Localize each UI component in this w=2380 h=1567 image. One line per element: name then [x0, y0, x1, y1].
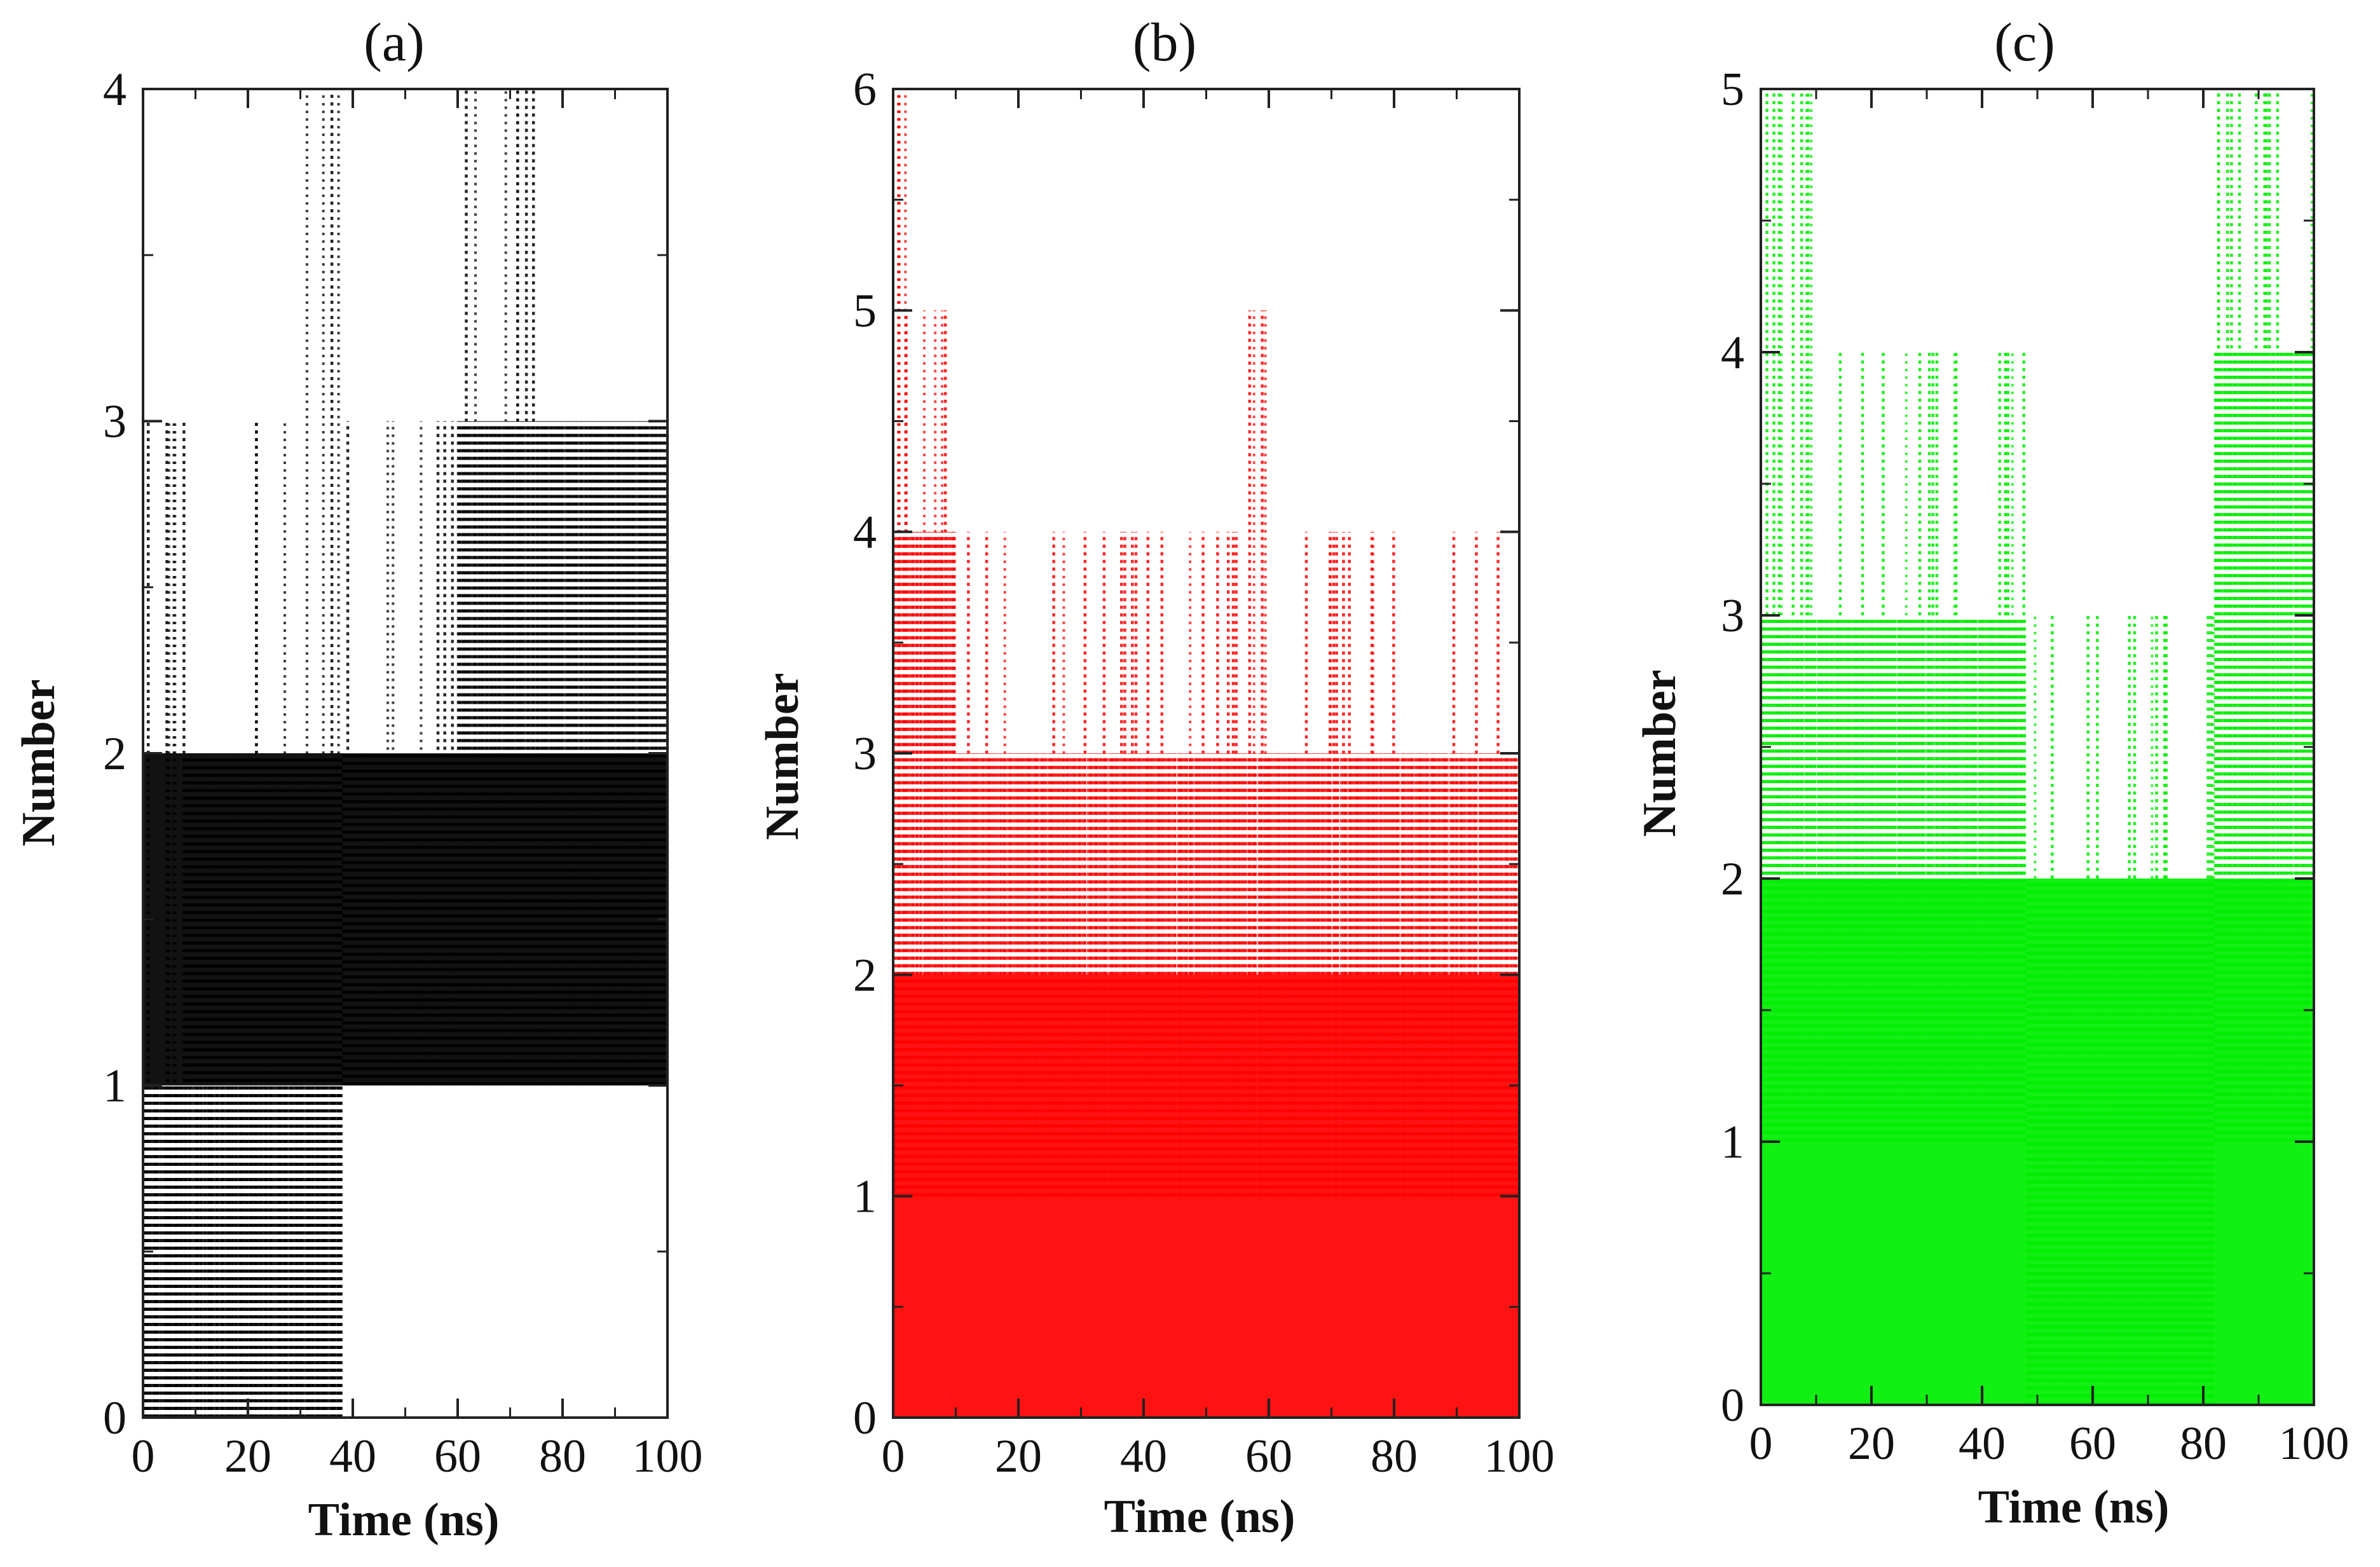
x-tick-label: 80: [539, 1430, 586, 1482]
panel-b-title: (b): [1133, 11, 1196, 72]
panel-c-series: [1760, 89, 2315, 1405]
y-tick-label: 6: [853, 64, 877, 116]
x-tick-label: 80: [2180, 1418, 2227, 1470]
panel-c-xlabel: Time (ns): [1978, 1481, 2170, 1533]
series-segment: [1280, 531, 1521, 1196]
x-tick-label: 100: [1484, 1430, 1555, 1482]
series-segment: [299, 89, 343, 1418]
panel-c-axes: 0 1 2 3 4 5 0 20 40 60 80 100: [1721, 64, 2349, 1470]
series-segment: [1826, 352, 2027, 1142]
y-tick-label: 3: [1721, 590, 1744, 642]
series-segment: [247, 421, 301, 1418]
x-tick-label: 60: [434, 1430, 481, 1482]
series-segment: [341, 421, 459, 1086]
x-tick-label: 0: [882, 1430, 905, 1482]
x-tick-label: 40: [1120, 1430, 1167, 1482]
x-tick-label: 100: [2279, 1418, 2349, 1470]
y-tick-label: 0: [1721, 1379, 1744, 1432]
x-tick-label: 80: [1371, 1430, 1418, 1482]
panel-c: (c) 0 1 2 3 4 5 0 20 40 60 80 100 Time (ns) Number: [1634, 11, 2349, 1533]
y-tick-label: 2: [103, 728, 127, 780]
x-tick-label: 20: [224, 1430, 271, 1482]
panel-a-title: (a): [364, 11, 424, 72]
x-tick-label: 60: [2069, 1418, 2116, 1470]
x-tick-label: 20: [995, 1430, 1042, 1482]
panel-b-ylabel: Number: [756, 673, 809, 840]
panel-b-series: [892, 89, 1521, 1418]
y-tick-label: 1: [1721, 1116, 1744, 1168]
panel-c-title: (c): [1994, 11, 2055, 72]
panel-a-xlabel: Time (ns): [308, 1494, 500, 1546]
y-tick-label: 4: [853, 507, 877, 559]
series-segment: [1237, 310, 1282, 1196]
series-segment: [456, 89, 543, 1086]
panel-a-series: [142, 89, 669, 1418]
x-tick-label: 100: [633, 1430, 703, 1482]
x-tick-label: 40: [1959, 1418, 2006, 1470]
y-tick-label: 1: [103, 1060, 127, 1112]
y-tick-label: 4: [1721, 327, 1744, 379]
x-tick-label: 0: [1749, 1418, 1773, 1470]
y-tick-label: 1: [853, 1171, 877, 1223]
y-tick-label: 5: [853, 285, 877, 337]
y-tick-label: 5: [1721, 64, 1744, 116]
y-tick-label: 2: [853, 949, 877, 1001]
y-tick-label: 3: [853, 728, 877, 780]
x-tick-label: 60: [1245, 1430, 1292, 1482]
panel-b-xlabel: Time (ns): [1104, 1491, 1296, 1543]
y-tick-label: 0: [103, 1392, 127, 1444]
series-segment: [955, 531, 1238, 1196]
panel-c-ylabel: Number: [1634, 669, 1686, 837]
x-tick-label: 0: [132, 1430, 155, 1482]
y-tick-label: 2: [1721, 853, 1744, 905]
panel-a-ylabel: Number: [13, 679, 65, 846]
y-tick-label: 0: [853, 1392, 877, 1444]
x-tick-label: 20: [1848, 1418, 1895, 1470]
series-segment: [2213, 89, 2315, 1142]
y-tick-label: 3: [103, 396, 127, 448]
series-segment: [2026, 615, 2215, 1405]
x-tick-label: 40: [329, 1430, 376, 1482]
y-tick-label: 4: [103, 64, 127, 116]
